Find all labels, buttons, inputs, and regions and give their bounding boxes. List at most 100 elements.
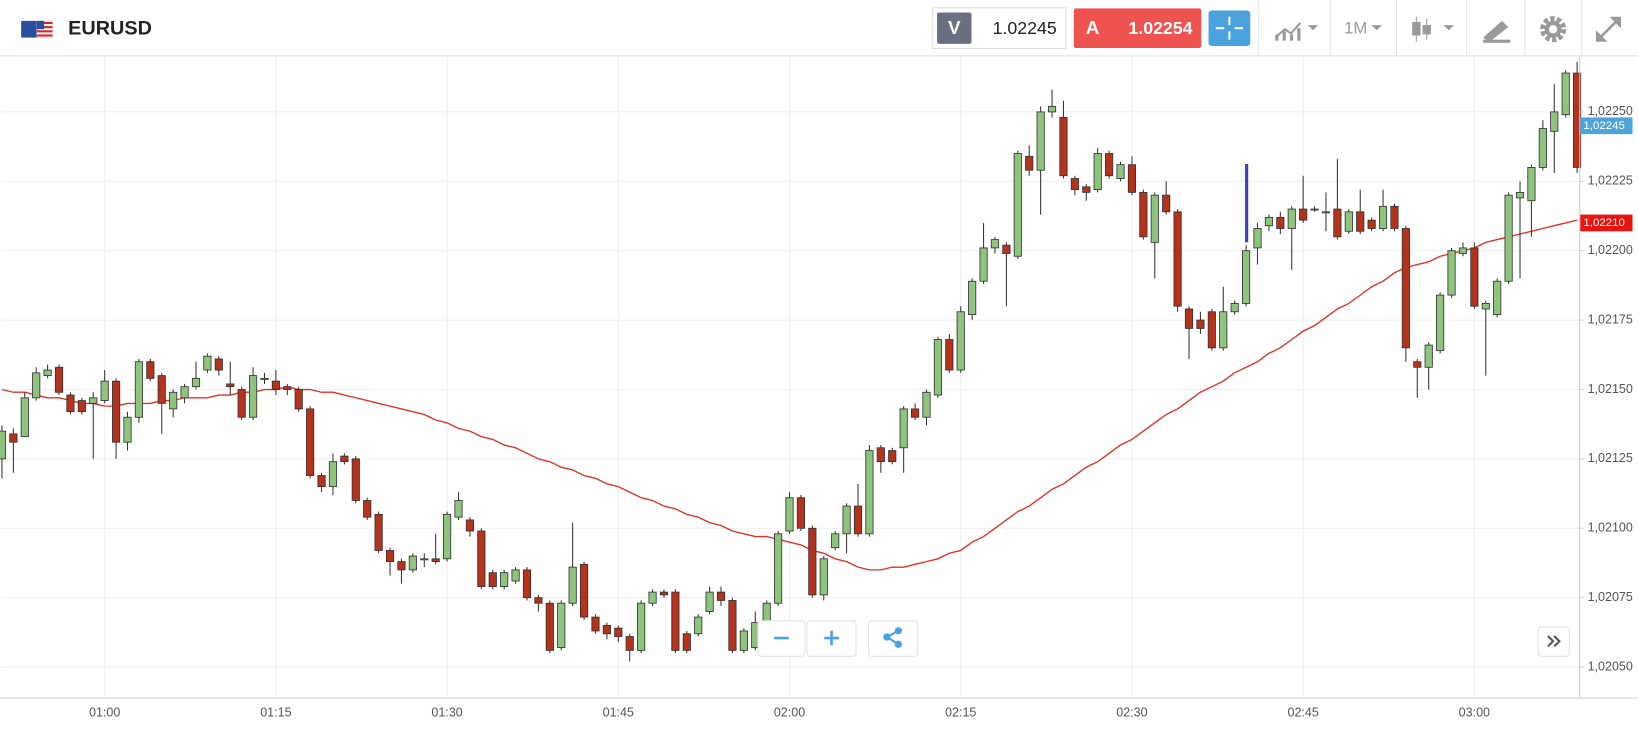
axes: 1,02050 1,02075 1,02100 1,02125 1,02150 1,021… [89, 104, 1633, 719]
candle-body [1401, 228, 1410, 349]
candle-body [1413, 361, 1422, 368]
candle-body [1162, 194, 1171, 213]
candle-body [1424, 344, 1433, 368]
x-tick-label: 03:00 [1459, 706, 1490, 720]
y-tick-label: 1,02175 [1588, 312, 1633, 326]
candle-body [123, 416, 132, 443]
y-tick-label: 1,02150 [1588, 382, 1633, 396]
candle-body [1105, 153, 1114, 177]
candle-body [865, 450, 874, 535]
candle-body [1447, 250, 1456, 296]
candle-body [831, 533, 840, 549]
candle-body [477, 530, 486, 587]
candle-body [1436, 294, 1445, 352]
y-tick-label: 1,02125 [1588, 451, 1633, 465]
candle-body [420, 558, 429, 561]
candle-body [648, 591, 657, 604]
candle-body [842, 505, 851, 535]
candle-body [1515, 191, 1525, 199]
candle-body [545, 602, 554, 651]
bid-price: 1.02245 [993, 18, 1057, 38]
candle-body [9, 433, 18, 443]
timeframe: 1M [1344, 19, 1367, 38]
candle-body [408, 555, 417, 571]
price-tag-label: 1,02245 [1583, 120, 1624, 132]
candle-body [1504, 194, 1513, 282]
plot [0, 61, 1582, 662]
candle-body [990, 239, 1000, 249]
candle-body [1127, 164, 1137, 193]
settings-button[interactable] [1540, 16, 1567, 43]
y-tick-label: 1,02050 [1588, 659, 1633, 673]
candle-body [237, 389, 246, 418]
candle-body [728, 600, 737, 651]
candle-body [283, 386, 292, 390]
grid [0, 56, 1580, 698]
candle-body [180, 386, 189, 399]
candle-body [146, 361, 155, 379]
candle-body [1527, 167, 1536, 202]
price-tag [1580, 117, 1633, 135]
candle-body [511, 569, 520, 582]
candle-body [876, 447, 885, 463]
candle-body [1493, 280, 1502, 315]
x-tick-label: 02:30 [1116, 706, 1147, 720]
candle-body [1356, 211, 1365, 232]
candle-body [705, 591, 714, 612]
candle-body [54, 366, 64, 393]
share-button[interactable] [868, 620, 919, 657]
candle-body [20, 397, 29, 438]
candle-body [716, 591, 726, 601]
scroll-end-button[interactable] [1537, 626, 1570, 657]
candle-body [1230, 303, 1239, 313]
candle-body [157, 375, 166, 404]
x-tick-label: 02:45 [1287, 706, 1318, 720]
candle-body [1116, 164, 1125, 179]
candle-body [1264, 216, 1273, 227]
candle-body [568, 566, 577, 604]
candle-body [351, 458, 360, 501]
indicator-button[interactable] [1274, 22, 1319, 41]
candle-body [1082, 186, 1091, 193]
y-tick-label: 1,02200 [1588, 243, 1633, 257]
candle-body [66, 394, 75, 413]
crosshair-button[interactable] [1208, 10, 1251, 46]
x-tick-label: 01:00 [89, 706, 120, 720]
toolbar-separators [1258, 0, 1582, 56]
zoom-out-button[interactable] [757, 620, 806, 657]
candle-body [1139, 191, 1148, 238]
candle-body [785, 497, 794, 532]
symbol[interactable]: EURUSD [68, 17, 152, 39]
candle-body [808, 527, 817, 596]
candle-body [203, 355, 212, 371]
drawing-button[interactable] [1483, 20, 1511, 43]
candle-body [1070, 178, 1079, 191]
candle-body [888, 450, 897, 463]
candle-body [933, 339, 942, 396]
candle-body [260, 377, 269, 380]
bid-button[interactable]: V 1.02245 [931, 7, 1067, 50]
candle-body [191, 377, 201, 388]
chart-type-button[interactable] [1412, 16, 1454, 42]
candle-body [637, 602, 646, 651]
candle-body [956, 311, 965, 371]
candle-body [454, 500, 463, 518]
bid-tag: V [948, 17, 961, 38]
fullscreen-button[interactable] [1595, 16, 1622, 42]
candle-body [0, 430, 7, 460]
candle-body [591, 616, 600, 632]
candle-body [922, 391, 931, 418]
timeframe-button[interactable]: 1M [1344, 19, 1382, 38]
candle-body [385, 550, 395, 562]
zoom-in-button[interactable] [806, 620, 857, 657]
candle-body [739, 630, 748, 651]
ask-button[interactable]: A 1.02254 [1073, 8, 1202, 49]
candle-body [979, 247, 988, 282]
candle-body [226, 383, 235, 388]
candle-body [796, 497, 806, 529]
candle-body [1002, 244, 1011, 254]
ask-price: 1.02254 [1128, 18, 1192, 38]
candle-body [32, 372, 41, 399]
candle-body [557, 602, 566, 649]
candle-body [214, 358, 223, 371]
